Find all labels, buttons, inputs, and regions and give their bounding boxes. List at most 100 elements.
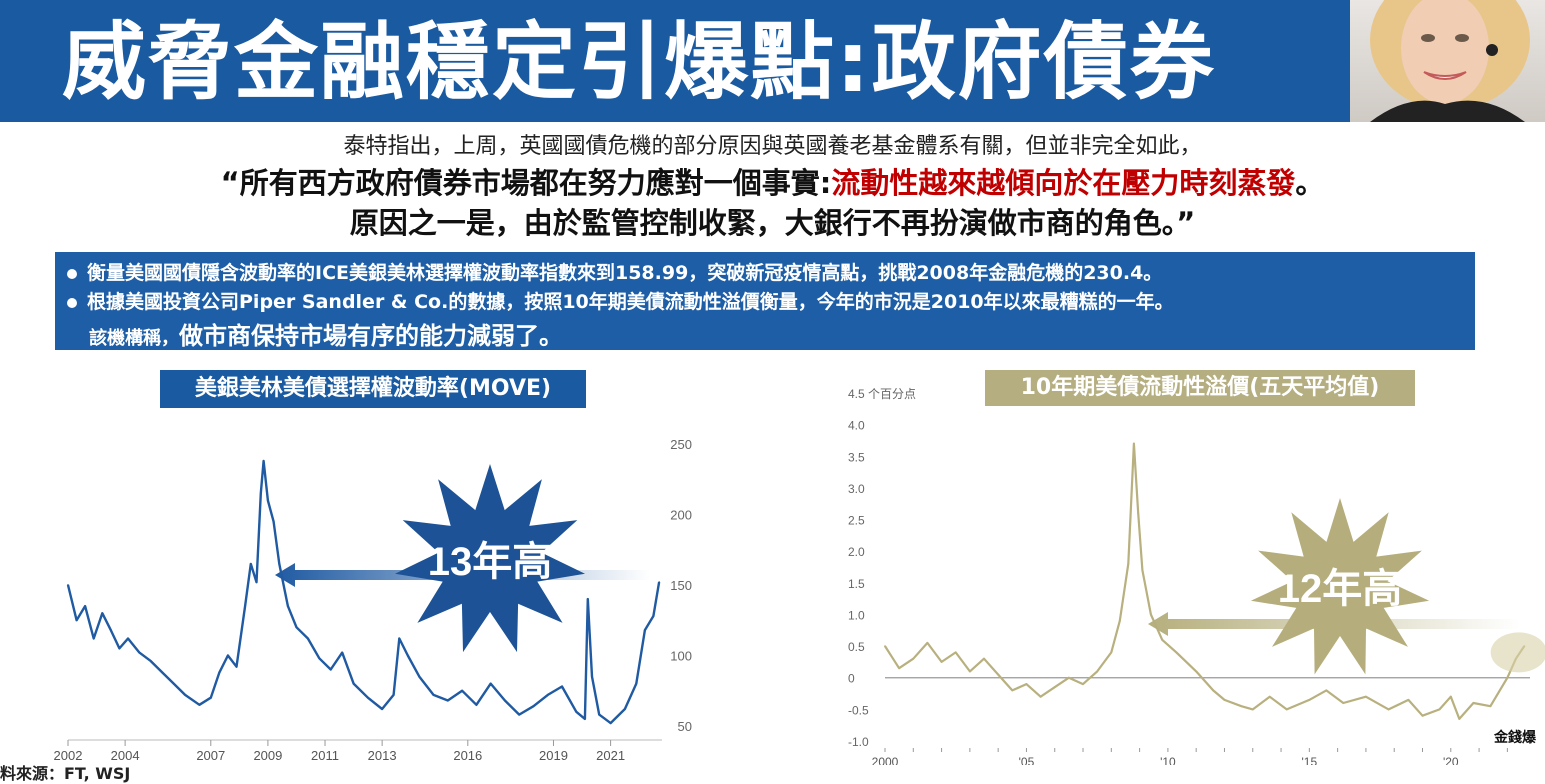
x-tick-label: 2019 [539,748,568,760]
liquidity-data-point [1141,569,1144,572]
move-data-point [75,619,78,622]
liquidity-data-point [1067,676,1070,679]
liquidity-data-point [898,667,901,670]
page-title: 威脅金融穩定引爆點:政府債券 [62,13,1216,111]
liquidity-data-point [1212,689,1215,692]
x-tick-label: 2009 [253,748,282,760]
quote-main: “所有西方政府債券市場都在努力應對一個事實:流動性越來越傾向於在壓力時刻蒸發。 [0,160,1545,202]
liquidity-data-point [1325,689,1328,692]
x-tick-label: 2007 [196,748,225,760]
liquidity-chart-title: 10年期美債流動性溢價(五天平均值) [985,370,1415,406]
liquidity-data-point [1195,670,1198,673]
liquidity-data-point [1053,686,1056,689]
liquidity-data-point [912,657,915,660]
liquidity-data-point [1342,702,1345,704]
bullet-item-2-continued: 該機構稱，做市商保持市場有序的能力減弱了。 [89,316,563,351]
y-tick-label: 50 [678,719,692,734]
move-data-point [329,668,332,671]
move-data-point [295,626,298,629]
move-data-point [418,675,421,678]
x-tick-label: 2013 [368,748,397,760]
y-tick-label: 0.5 [848,640,865,654]
move-data-point [218,671,221,674]
x-tick-label: '15 [1302,755,1318,765]
liquidity-data-point [1449,695,1452,698]
liquidity-data-point [1407,698,1410,701]
highlight-ellipse [1490,632,1545,673]
liquidity-data-point [1223,698,1226,701]
move-data-point [272,520,275,523]
liquidity-data-point [926,642,929,644]
move-data-point [504,699,506,702]
liquidity-data-point [1240,705,1243,708]
y-tick-label: 0 [848,672,855,686]
liquidity-data-point [1472,702,1475,704]
liquidity-data-point [1506,676,1509,679]
y-tick-label: 2.5 [848,514,865,528]
liquidity-data-point [1150,613,1152,616]
bullet-item-1: 衡量美國國債隱含波動率的ICE美銀美林選擇權波動率指數來到158.99，突破新冠… [67,258,1162,285]
move-data-point [652,615,655,617]
bullet-dot [67,268,77,279]
bullet-dot [67,297,77,308]
move-data-point [198,703,201,706]
move-data-point [635,682,638,685]
move-data-point [255,581,258,584]
bullet-cont-small: 該機構稱， [89,328,179,349]
liquidity-data-point [1011,689,1014,692]
liquidity-data-point [1161,638,1164,641]
move-data-point [84,605,87,608]
move-data-point [184,694,186,696]
move-data-point [623,708,626,710]
y-tick-label: -0.5 [848,703,869,717]
move-data-point [341,651,344,654]
move-data-point [461,689,463,692]
move-data-point [118,647,121,650]
move-data-point [518,713,521,716]
y-tick-label: 3.0 [848,482,865,496]
liquidity-data-point [1175,651,1178,654]
x-tick-label: 2002 [54,748,83,760]
callout-burst [395,464,585,653]
move-data-point [209,696,212,699]
move-data-point [598,713,601,716]
header-banner: 威脅金融穩定引爆點:政府債券 [0,0,1545,122]
move-data-point [286,605,289,608]
move-data-point [352,682,355,685]
y-tick-label: 1.5 [848,577,865,591]
liquidity-data-point [968,670,971,673]
move-data-point [561,685,563,688]
presenter-photo [1350,0,1545,122]
liquidity-data-point [1387,708,1390,711]
move-data-point [475,703,478,706]
move-data-point [101,612,104,615]
liquidity-data-point [884,645,886,647]
move-data-point [532,705,535,708]
move-chart-title: 美銀美林美債選擇權波動率(MOVE) [160,370,586,408]
move-data-point [306,637,309,640]
move-data-point [658,581,661,584]
move-data-point [318,657,321,660]
liquidity-data-point [1489,705,1492,708]
y-tick-label: 200 [670,508,692,523]
liquidity-premium-chart: 4.5 个百分点 4.0 3.5 3.0 2.5 2.0 1.5 1.0 0.5 0 -0.5 -1.… [848,387,1545,765]
move-data-point [92,637,95,640]
liquidity-data-point [1251,708,1254,711]
move-data-point [392,694,395,696]
move-data-point [583,717,586,720]
y-tick-label: 3.5 [848,450,865,464]
liquidity-data-point [1285,708,1288,711]
y-tick-label: 150 [670,578,692,593]
move-data-point [67,584,69,586]
liquidity-data-point [1421,714,1424,717]
x-tick-label: 2000 [872,755,899,765]
move-data-point [609,722,612,724]
move-data-point [591,675,593,678]
callout-burst [1250,498,1430,675]
move-data-point [249,562,252,565]
liquidity-data-point [1025,683,1028,685]
liquidity-data-point [1458,717,1461,720]
liquidity-data-point [1365,695,1367,698]
callout-label: 12年高 [1278,567,1403,611]
bullet-item-2: 根據美國投資公司Piper Sandler & Co.的數據，按照10年期美債流… [67,287,1174,314]
